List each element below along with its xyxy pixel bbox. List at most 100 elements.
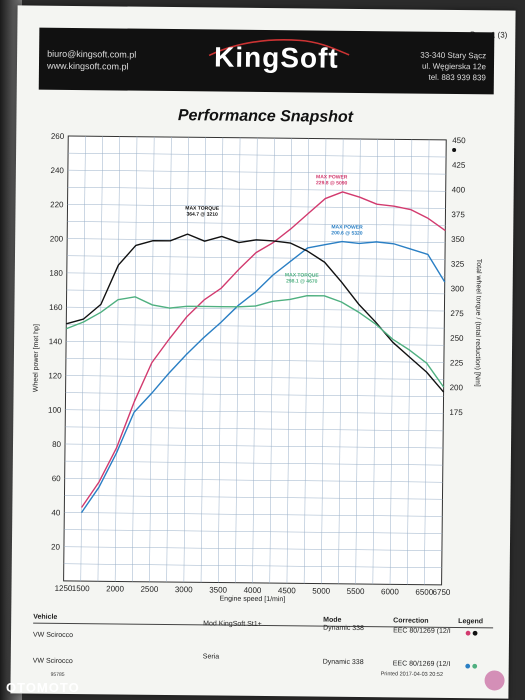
grid-line-horizontal bbox=[66, 323, 445, 329]
grid-line-horizontal bbox=[64, 512, 443, 517]
x-axis-label: Engine speed [1/min] bbox=[219, 596, 285, 604]
grid-line-horizontal bbox=[64, 477, 443, 483]
row2-mode: Dynamic 338 bbox=[322, 658, 364, 667]
x-tick-label: 6500 bbox=[415, 588, 433, 597]
series-line-1 bbox=[80, 240, 446, 514]
y-right-tick-label: 400 bbox=[452, 185, 466, 194]
y-left-tick-label: 60 bbox=[52, 474, 62, 483]
grid-line-horizontal bbox=[65, 392, 444, 397]
grid-line-horizontal bbox=[63, 563, 442, 569]
y-right-tick-label: 425 bbox=[452, 161, 466, 170]
annotation-title: MAX POWER bbox=[331, 224, 363, 230]
grid-line-horizontal bbox=[66, 306, 445, 312]
x-tick-label: 2000 bbox=[106, 584, 124, 593]
grid-line-horizontal bbox=[65, 443, 444, 449]
series-line-0 bbox=[80, 191, 446, 508]
row2-note: Seria bbox=[202, 653, 220, 661]
grid-line-horizontal bbox=[68, 152, 447, 158]
grid-line-horizontal bbox=[66, 341, 445, 346]
header-legend: Legend bbox=[458, 618, 484, 626]
grid-line-horizontal bbox=[67, 169, 446, 175]
series-line-3 bbox=[65, 294, 445, 388]
y-left-tick-label: 120 bbox=[48, 371, 62, 380]
annotation-value: 364.7 @ 3210 bbox=[186, 212, 218, 218]
watermark-text: OTOMOTO bbox=[6, 680, 80, 695]
header-mode: Mode bbox=[323, 616, 342, 624]
document-page: Page 1 (3) biuro@kingsoft.com.pl www.kin… bbox=[10, 5, 516, 699]
legend-swatch bbox=[465, 663, 471, 669]
grid-line-horizontal bbox=[67, 204, 446, 209]
annotation-title: MAX TORQUE bbox=[185, 206, 220, 212]
legend-swatch bbox=[472, 663, 478, 669]
car-silhouette-icon bbox=[208, 39, 350, 57]
dyno-chart: 1250 1500 2000 2500 3000 3500 4000 4500 5000 5500… bbox=[33, 132, 482, 604]
legend-swatch bbox=[472, 630, 478, 636]
annotation-title: MAX TORQUE bbox=[285, 272, 320, 278]
row1-mode: Dynamic 338 bbox=[323, 624, 365, 633]
y-right-tick-label: 200 bbox=[450, 383, 464, 392]
row1-note: Mod KingSoft St1+ bbox=[203, 620, 262, 629]
grid-line-horizontal bbox=[65, 409, 444, 414]
grid-line-horizontal bbox=[66, 272, 445, 278]
y-left-tick-label: 260 bbox=[51, 132, 65, 141]
row2-legend-swatches bbox=[465, 663, 478, 669]
grid-line-horizontal bbox=[65, 375, 444, 380]
grid-line-horizontal bbox=[63, 546, 442, 551]
row2-vehicle: VW Scirocco bbox=[32, 657, 73, 666]
legend-swatch bbox=[465, 630, 471, 636]
grid-line-horizontal bbox=[67, 221, 446, 226]
grid-line-horizontal bbox=[64, 460, 443, 466]
grid-line-horizontal bbox=[64, 495, 443, 500]
row1-vehicle: VW Scirocco bbox=[32, 631, 74, 640]
y-right-tick-label: 375 bbox=[451, 210, 465, 219]
y-left-tick-label: 140 bbox=[49, 337, 63, 346]
row1-correction: EEC 80/1269 (12/I bbox=[393, 627, 451, 635]
row2-correction: EEC 80/1269 (12/I bbox=[392, 660, 451, 668]
x-tick-label: 3500 bbox=[209, 585, 227, 594]
header-correction: Correction bbox=[393, 617, 429, 625]
document-id: 95785 bbox=[50, 671, 65, 678]
y-right-tick-label: 450 bbox=[452, 136, 466, 145]
x-tick-label: 4000 bbox=[244, 586, 262, 595]
x-tick-label: 1500 bbox=[72, 584, 90, 593]
grid-line-horizontal bbox=[65, 358, 444, 363]
grid-line-horizontal bbox=[64, 529, 443, 534]
x-tick-label: 6000 bbox=[381, 587, 399, 596]
y-left-tick-label: 220 bbox=[50, 200, 64, 209]
y-left-axis-label: Wheel power [met hp] bbox=[33, 324, 41, 392]
y-left-tick-label: 160 bbox=[49, 303, 63, 312]
annotation-value: 229.8 @ 5090 bbox=[316, 180, 348, 186]
y-right-tick-label: 225 bbox=[450, 358, 464, 367]
annotation-value: 298.1 @ 4670 bbox=[286, 278, 318, 284]
y-right-tick-label: 275 bbox=[450, 309, 464, 318]
vehicle-table: Vehicle Mode Correction Legend VW Sciroc… bbox=[33, 613, 494, 669]
x-tick-label: 6750 bbox=[433, 588, 451, 597]
y-right-tick-label: 325 bbox=[451, 260, 465, 269]
annotation-value: 200.6 @ 5320 bbox=[331, 230, 363, 236]
x-tick-label: 5500 bbox=[347, 587, 365, 596]
y-left-tick-label: 200 bbox=[50, 234, 64, 243]
printed-timestamp: Printed 2017-04-03 20:52 bbox=[380, 671, 444, 678]
axis-marker-dot bbox=[452, 147, 457, 152]
y-right-tick-label: 350 bbox=[451, 235, 465, 244]
y-left-tick-label: 80 bbox=[52, 440, 62, 449]
y-left-tick-label: 240 bbox=[50, 166, 64, 175]
y-left-tick-label: 20 bbox=[51, 543, 61, 552]
y-right-tick-label: 250 bbox=[450, 334, 464, 343]
stamp-seal bbox=[484, 670, 505, 691]
header-vehicle: Vehicle bbox=[33, 613, 58, 621]
x-tick-label: 5000 bbox=[312, 587, 330, 596]
y-right-tick-label: 300 bbox=[451, 284, 465, 293]
y-right-tick-label: 175 bbox=[449, 408, 463, 417]
x-tick-label: 3000 bbox=[175, 585, 193, 594]
y-left-tick-label: 40 bbox=[51, 508, 61, 517]
row1-legend-swatches bbox=[465, 630, 478, 636]
y-left-tick-label: 100 bbox=[48, 406, 62, 415]
grid-line-horizontal bbox=[67, 187, 446, 192]
y-right-axis-label: Total wheel torque / (total reduction) [… bbox=[474, 259, 482, 387]
annotation-title: MAX POWER bbox=[316, 174, 348, 180]
letterhead: biuro@kingsoft.com.pl www.kingsoft.com.p… bbox=[38, 27, 495, 95]
x-tick-label: 1250 bbox=[55, 584, 73, 593]
x-tick-label: 4500 bbox=[278, 586, 296, 595]
x-tick-label: 2500 bbox=[140, 585, 158, 594]
